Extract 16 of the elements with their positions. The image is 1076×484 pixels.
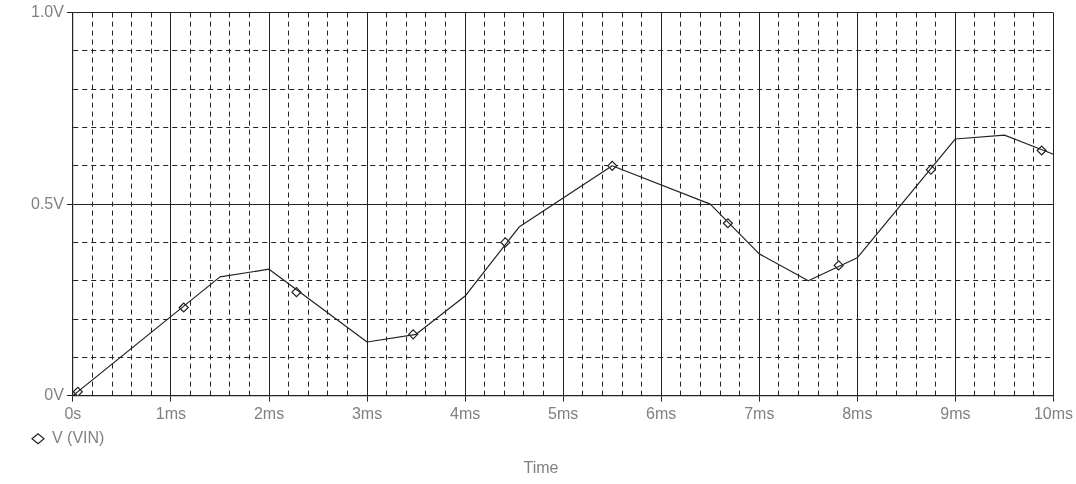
y-tick-label: 0V <box>44 386 65 404</box>
x-tick-label: 4ms <box>450 404 481 422</box>
y-tick-label: 1.0V <box>30 3 65 21</box>
x-tick-label: 2ms <box>253 404 285 422</box>
y-tick-label: 0.5V <box>30 194 65 212</box>
x-axis-title: Time <box>523 458 559 476</box>
x-tick-label: 8ms <box>842 404 873 422</box>
x-tick-label: 7ms <box>744 404 775 422</box>
x-tick-label: 0s <box>64 404 82 422</box>
x-tick-label: 9ms <box>940 404 971 422</box>
x-tick-label: 5ms <box>548 404 579 422</box>
x-tick-label: 10ms <box>1033 404 1073 422</box>
x-tick-label: 1ms <box>155 404 187 422</box>
x-tick-label: 3ms <box>351 404 383 422</box>
legend-label: V (VIN) <box>52 429 105 447</box>
x-tick-label: 6ms <box>646 404 677 422</box>
